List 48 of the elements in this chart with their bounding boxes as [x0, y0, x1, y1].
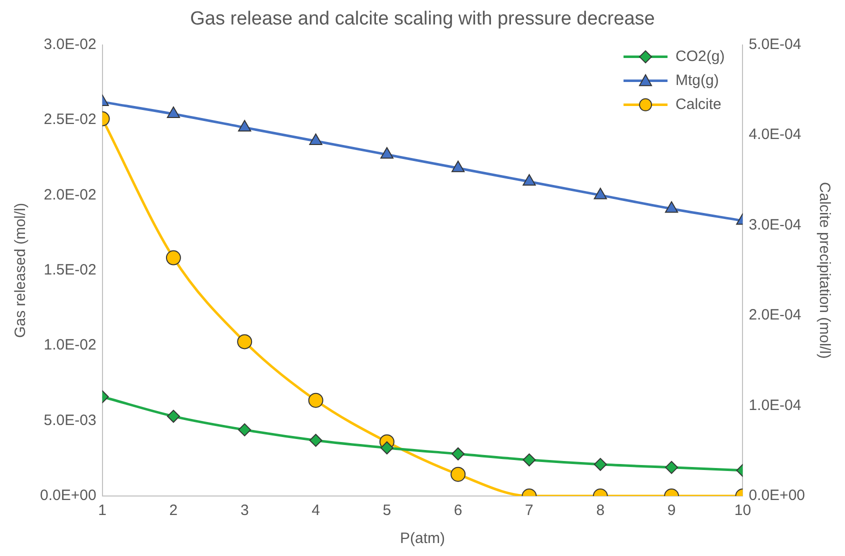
point	[522, 174, 536, 186]
x-tick-label: 9	[667, 502, 676, 520]
point	[238, 120, 252, 132]
y-tick-label: 2.5E-02	[44, 111, 96, 128]
x-tick-label: 6	[454, 502, 462, 520]
x-tick-label: 10	[734, 502, 752, 520]
point	[166, 410, 180, 423]
x-tick-label: 2	[169, 502, 178, 520]
y2-tick-label: 3.0E-04	[748, 216, 802, 234]
y2-tick-label: 4.0E-04	[748, 126, 802, 144]
legend-label: CO2(g)	[676, 48, 725, 65]
point	[452, 160, 465, 172]
x-tick-label: 7	[525, 502, 534, 520]
point	[380, 147, 394, 159]
y-tick-label: 3.0E-02	[44, 36, 96, 53]
y2-tick-label: 1.0E-04	[748, 396, 802, 414]
y2-tick-label: 2.0E-04	[748, 306, 802, 324]
y-tick-label: 1.0E-02	[44, 336, 96, 354]
y2-axis-title: Calcite precipitation (mol/l)	[816, 182, 833, 359]
x-tick-label: 4	[312, 502, 320, 520]
y-axis-title: Gas released (mol/l)	[12, 202, 30, 338]
point	[380, 441, 394, 454]
y2-tick-label: 0.0E+00	[748, 487, 806, 504]
point	[238, 423, 252, 436]
point	[522, 453, 536, 466]
point	[664, 201, 678, 213]
y-tick-label: 5.0E-03	[44, 412, 96, 429]
point	[309, 434, 322, 447]
y2-tick-label: 5.0E-04	[748, 36, 802, 53]
point	[665, 460, 678, 474]
x-tick-label: 1	[98, 502, 106, 520]
chart-title: Gas release and calcite scaling with pressure decrease	[190, 8, 655, 30]
point	[594, 458, 607, 471]
point	[237, 334, 252, 350]
point	[594, 188, 607, 200]
point	[452, 447, 465, 460]
x-axis-title: P(atm)	[400, 530, 446, 548]
x-tick-label: 3	[240, 502, 249, 520]
point	[166, 106, 180, 118]
y-tick-label: 0.0E+00	[40, 487, 96, 504]
point	[166, 250, 181, 266]
x-tick-label: 8	[596, 502, 605, 520]
legend-label: Mtg(g)	[676, 72, 719, 89]
y-tick-label: 2.0E-02	[44, 186, 96, 204]
x-tick-label: 5	[382, 502, 392, 520]
y-tick-label: 1.5E-02	[44, 262, 96, 279]
point	[309, 134, 322, 146]
legend-label: Calcite	[676, 96, 722, 113]
